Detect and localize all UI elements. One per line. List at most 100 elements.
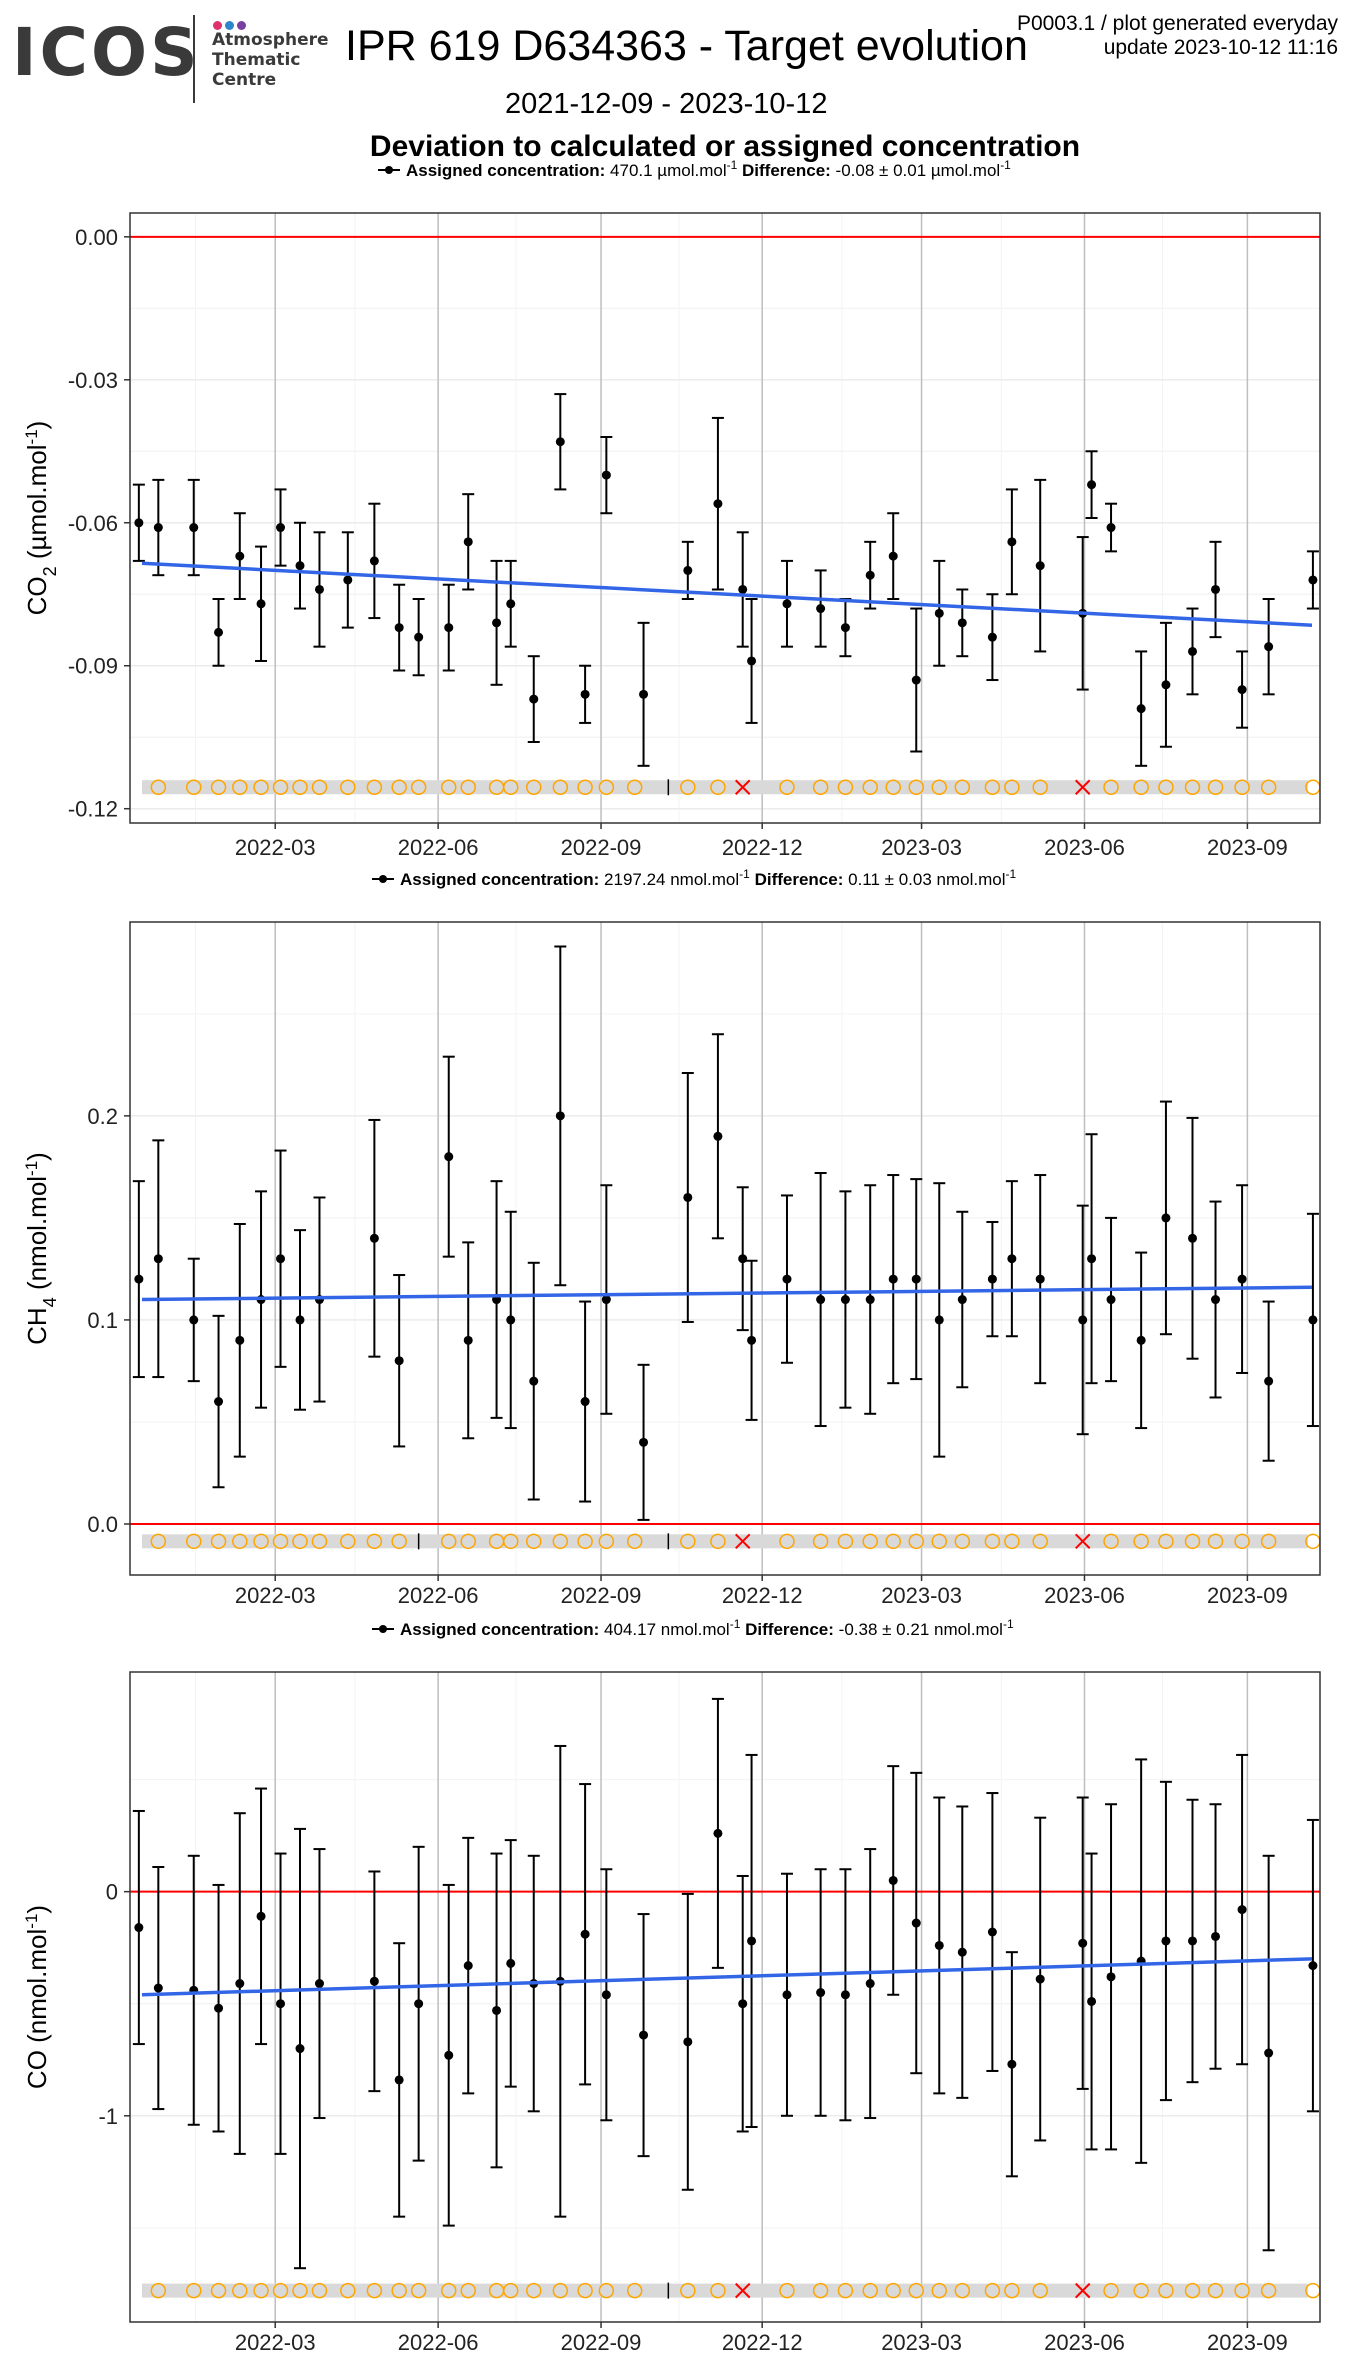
data-point xyxy=(506,1958,516,1968)
data-point xyxy=(888,1875,898,1885)
flag-circle xyxy=(680,1533,696,1550)
flag-circle xyxy=(862,1533,878,1550)
data-point xyxy=(782,1274,792,1284)
legend: Assigned concentration: 470.1 µmol.mol-1… xyxy=(378,158,1011,180)
data-point xyxy=(463,1335,473,1345)
data-point xyxy=(295,1315,305,1325)
data-point xyxy=(580,689,590,699)
flag-cross xyxy=(735,2282,751,2299)
data-point xyxy=(987,1274,997,1284)
flag-circle xyxy=(1032,1533,1048,1550)
flag-circle xyxy=(837,2282,854,2299)
flag-circle xyxy=(984,1533,1001,1550)
logo-dot xyxy=(213,21,222,30)
data-point xyxy=(957,1947,967,1957)
data-point xyxy=(888,1274,898,1284)
flag-circle xyxy=(1234,779,1250,796)
data-point xyxy=(276,1254,286,1264)
data-point xyxy=(1211,1295,1221,1305)
data-point xyxy=(1161,1936,1171,1946)
x-tick-label: 2022-03 xyxy=(235,1583,316,1608)
flag-circle xyxy=(186,2282,202,2299)
data-point xyxy=(957,618,967,628)
flag-circle xyxy=(441,2282,457,2299)
x-tick-label: 2023-03 xyxy=(881,2330,962,2355)
data-point xyxy=(1007,537,1017,547)
x-tick-label: 2023-06 xyxy=(1044,2330,1125,2355)
data-point xyxy=(713,1131,723,1141)
data-point xyxy=(1087,1254,1097,1264)
data-point xyxy=(256,1911,266,1921)
flag-circle xyxy=(812,2282,829,2299)
x-tick-label: 2022-09 xyxy=(561,835,642,860)
data-point xyxy=(738,584,748,594)
data-point xyxy=(369,1976,379,1986)
flag-circle xyxy=(502,1533,519,1550)
data-point xyxy=(738,1999,748,2009)
flag-circle xyxy=(984,779,1001,796)
flag-circle xyxy=(1004,1533,1020,1550)
flag-circle xyxy=(186,779,202,796)
flag-circle xyxy=(908,2282,924,2299)
flag-circle xyxy=(1004,779,1020,796)
data-point xyxy=(369,556,379,566)
flag-circle xyxy=(552,779,569,796)
data-point xyxy=(888,551,898,561)
legend-text: Assigned concentration: 404.17 nmol.mol-… xyxy=(400,1617,1014,1639)
flag-circle xyxy=(460,1533,476,1550)
data-point xyxy=(865,1979,875,1989)
data-point xyxy=(134,518,144,528)
flag-circle xyxy=(710,1533,726,1550)
y-axis-label: CO2 (µmol.mol-1) xyxy=(22,421,61,616)
data-point xyxy=(134,1923,144,1933)
flag-circle xyxy=(1184,2282,1201,2299)
data-point xyxy=(492,2005,502,2015)
data-point xyxy=(639,689,649,699)
data-point xyxy=(747,1335,757,1345)
flag-circle xyxy=(984,2282,1001,2299)
flag-circle xyxy=(577,2282,593,2299)
data-point xyxy=(1308,1315,1318,1325)
plot-info-line: update 2023-10-12 11:16 xyxy=(1103,36,1338,59)
data-point xyxy=(153,1254,163,1264)
flag-circle xyxy=(232,779,248,796)
data-point xyxy=(1264,2048,1274,2058)
data-point xyxy=(683,2037,693,2047)
data-point xyxy=(314,584,324,594)
data-point xyxy=(1106,1972,1116,1982)
flag-circle xyxy=(1184,779,1201,796)
flag-circle xyxy=(1158,779,1174,796)
y-tick-label: 0.0 xyxy=(87,1512,118,1537)
data-point xyxy=(153,523,163,533)
legend-point-icon xyxy=(385,166,393,174)
trend-line xyxy=(141,1285,1313,1302)
data-point xyxy=(214,2003,224,2013)
data-point xyxy=(134,1274,144,1284)
logo-subtitle-line: Thematic xyxy=(212,50,301,70)
flag-circle xyxy=(552,2282,569,2299)
logo-dot xyxy=(225,21,234,30)
data-point xyxy=(713,1828,723,1838)
flag-circle xyxy=(931,779,948,796)
data-point xyxy=(1106,523,1116,533)
flag-circle xyxy=(577,779,593,796)
data-point xyxy=(747,1936,757,1946)
legend-point-icon xyxy=(379,1625,387,1633)
flag-circle xyxy=(1032,779,1048,796)
plot-area xyxy=(130,922,1320,1575)
x-tick-label: 2023-09 xyxy=(1207,1583,1288,1608)
y-tick-label: 0.00 xyxy=(75,225,118,250)
chart-subtitle: Deviation to calculated or assigned conc… xyxy=(369,130,1081,163)
data-point xyxy=(1035,1274,1045,1284)
data-point xyxy=(840,623,850,633)
flag-circle xyxy=(292,2282,308,2299)
data-point xyxy=(1188,1233,1197,1243)
data-point xyxy=(580,1397,590,1407)
data-point xyxy=(394,2075,404,2085)
flag-circle xyxy=(232,2282,248,2299)
flag-circle xyxy=(366,1533,383,1550)
flag-circle xyxy=(210,779,227,796)
flag-cross xyxy=(1075,779,1091,795)
flag-circle xyxy=(441,779,457,796)
flag-cross xyxy=(735,1533,751,1550)
